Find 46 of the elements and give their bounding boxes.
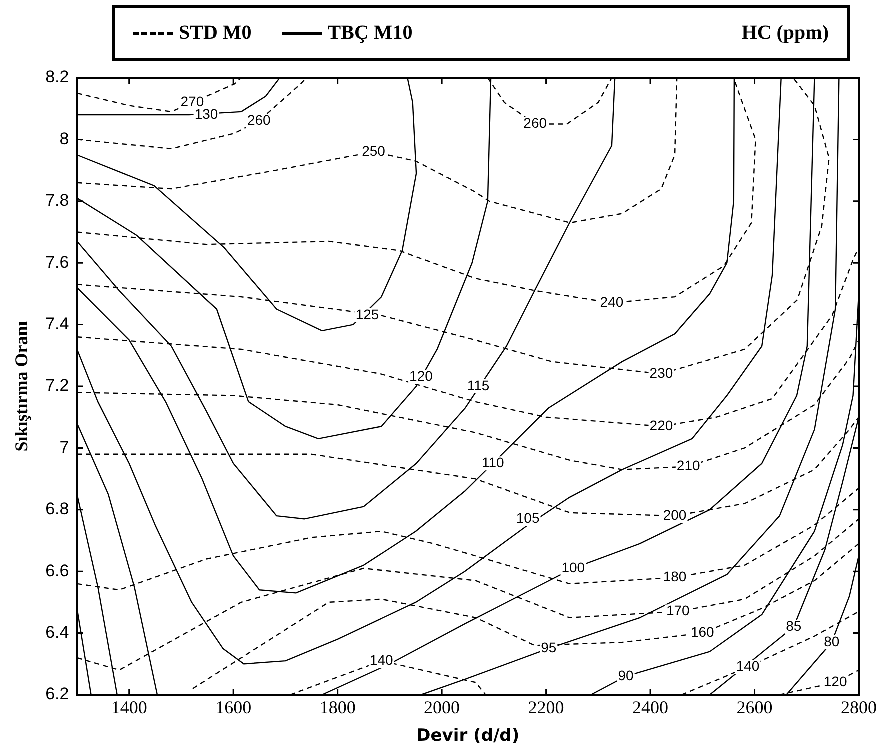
x-tick-label: 2000 <box>424 698 460 718</box>
annotation: 260 <box>247 112 272 128</box>
annotation: 180 <box>663 568 687 585</box>
x-tick-label: 2200 <box>528 698 564 718</box>
annotation: 130 <box>194 106 218 122</box>
annotation: 115 <box>467 377 490 394</box>
y-tick-label: 7.2 <box>46 376 70 396</box>
annotation: 120 <box>410 368 434 384</box>
annotation: 95 <box>541 640 557 656</box>
annotation: 230 <box>650 365 674 382</box>
legend-label: TBÇ M10 <box>328 22 413 44</box>
y-tick-label: 6.6 <box>46 561 70 580</box>
annotation: 250 <box>362 142 386 159</box>
annotation: 240 <box>600 294 624 310</box>
annotation: 110 <box>482 454 504 470</box>
annotation: 80 <box>824 633 840 650</box>
annotation: 125 <box>356 306 380 322</box>
annotation: 120 <box>824 674 848 690</box>
y-tick-label: 6.2 <box>46 684 70 704</box>
y-tick-label: 7 <box>60 438 70 457</box>
y-tick-label: 8 <box>60 129 70 148</box>
x-tick-label: 1600 <box>216 698 252 718</box>
y-tick-label: 6.4 <box>46 622 70 642</box>
y-tick-label: 7.4 <box>46 314 70 334</box>
annotation: 210 <box>676 458 700 474</box>
x-axis-title: Devir (d/d) <box>416 726 520 746</box>
y-tick-label: 6.8 <box>46 500 70 519</box>
y-axis-title: Sıkıştırma Oranı <box>11 321 32 452</box>
annotation: 170 <box>666 602 690 619</box>
annotation: 105 <box>516 510 540 526</box>
annotation: 90 <box>618 667 634 684</box>
x-tick-label: 2800 <box>841 698 877 718</box>
y-tick-label: 8.2 <box>46 68 70 87</box>
y-tick-label: 7.8 <box>46 191 70 210</box>
x-tick-label: 1800 <box>320 698 356 718</box>
annotation: 220 <box>650 417 674 434</box>
annotation: 270 <box>180 94 204 110</box>
x-tick-label: 1400 <box>111 698 148 718</box>
legend-label: STD M0 <box>179 22 252 44</box>
x-tick-label: 2600 <box>736 698 773 718</box>
annotation: 260 <box>524 115 548 132</box>
x-tick-label: 2400 <box>632 698 669 718</box>
legend-title: HC (ppm) <box>742 22 829 44</box>
annotation: 85 <box>786 618 802 634</box>
y-tick-label: 7.6 <box>46 252 70 272</box>
annotation: 160 <box>690 624 715 640</box>
